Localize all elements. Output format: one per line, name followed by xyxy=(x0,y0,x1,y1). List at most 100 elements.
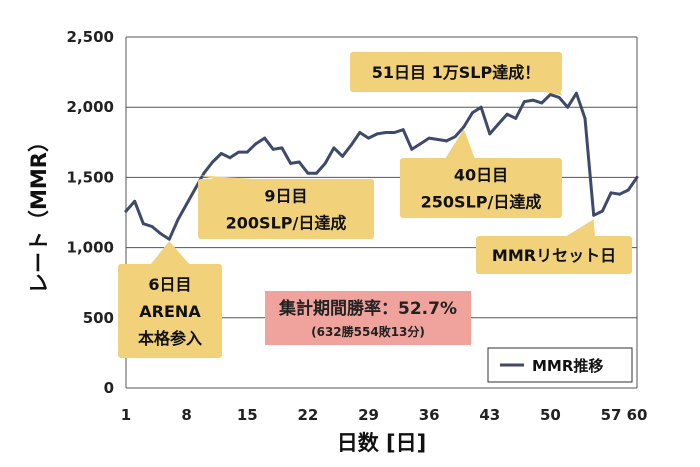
y-tick-label: 2,500 xyxy=(67,28,114,46)
callout-pointer xyxy=(540,91,563,96)
data-point xyxy=(280,146,284,150)
data-point xyxy=(245,150,249,154)
data-point xyxy=(514,117,518,120)
x-tick-label: 43 xyxy=(479,406,500,424)
data-point xyxy=(531,98,535,102)
data-point xyxy=(332,146,336,150)
data-point xyxy=(124,209,128,213)
data-point xyxy=(375,132,379,136)
y-tick-label: 2,000 xyxy=(67,98,114,116)
annotation-callouts: 6日目 ARENA 本格参入 9日目 200SLP/日達成 40日目 250SLP/日達成 5… xyxy=(118,52,632,358)
callout-text: MMRリセット日 xyxy=(492,246,616,265)
data-point xyxy=(254,142,258,146)
callout-text: 250SLP/日達成 xyxy=(421,193,542,212)
y-tick-label: 1,000 xyxy=(67,239,114,257)
callout: 40日目 250SLP/日達成 xyxy=(400,128,562,218)
callout-text: 200SLP/日達成 xyxy=(226,214,347,233)
data-point xyxy=(618,192,622,196)
data-point xyxy=(341,154,344,158)
data-point xyxy=(462,125,466,129)
data-point xyxy=(141,222,145,226)
series-line-mmr xyxy=(124,91,639,241)
data-point xyxy=(427,136,431,140)
callout-pointer xyxy=(150,241,190,265)
y-axis-ticks: 0 500 1,000 1,500 2,000 2,500 xyxy=(67,28,114,397)
x-tick-label: 57 xyxy=(601,406,622,424)
callout: 51日目 1万SLP達成！ xyxy=(350,52,563,96)
data-point xyxy=(176,218,180,221)
data-point xyxy=(219,152,223,155)
data-point xyxy=(349,143,353,147)
x-tick-label: 1 xyxy=(121,406,131,424)
data-point xyxy=(271,147,275,151)
win-rate-stats-box: 集計期間勝率：52.7% (632勝554敗13分) xyxy=(265,291,471,345)
data-point xyxy=(548,93,552,96)
data-point xyxy=(635,176,639,179)
data-point xyxy=(384,131,388,134)
data-point xyxy=(167,237,171,241)
x-tick-label: 8 xyxy=(181,406,191,424)
callout-text: 9日目 xyxy=(264,187,307,206)
data-point xyxy=(557,95,561,99)
legend-label-mmr: MMR推移 xyxy=(532,357,603,375)
legend: MMR推移 xyxy=(487,347,633,383)
stats-box-background xyxy=(265,291,471,345)
data-point xyxy=(626,188,630,192)
callout-box xyxy=(118,264,222,358)
data-point xyxy=(453,135,457,139)
stats-record: (632勝554敗13分) xyxy=(311,324,425,339)
callout: MMRリセット日 xyxy=(476,219,632,274)
data-point xyxy=(471,111,474,115)
data-point xyxy=(228,156,232,160)
data-point xyxy=(358,131,362,134)
x-tick-label: 60 xyxy=(627,406,648,424)
data-point xyxy=(367,136,370,140)
data-point xyxy=(609,191,613,195)
y-tick-label: 0 xyxy=(104,379,114,397)
x-axis-ticks: 1 8 15 22 29 36 43 50 57 60 xyxy=(121,406,648,424)
data-point xyxy=(289,161,292,165)
data-point xyxy=(202,171,206,175)
data-point xyxy=(497,122,500,126)
data-point xyxy=(410,147,414,151)
stats-win-rate: 集計期間勝率：52.7% xyxy=(278,298,457,319)
data-point xyxy=(193,187,197,191)
x-tick-label: 50 xyxy=(540,406,561,424)
callout-text: 51日目 1万SLP達成！ xyxy=(372,63,540,82)
x-axis-title: 日数 [日] xyxy=(337,431,427,455)
data-point xyxy=(263,136,266,140)
callout-pointer xyxy=(445,128,475,159)
data-point xyxy=(297,160,301,164)
data-point xyxy=(574,91,578,95)
data-point xyxy=(592,213,596,217)
callout-text: 本格参入 xyxy=(138,329,202,348)
x-tick-label: 29 xyxy=(358,406,379,424)
data-point xyxy=(445,139,448,143)
callout-text: 40日目 xyxy=(454,166,508,185)
data-point xyxy=(306,171,310,175)
data-point xyxy=(315,171,318,175)
callout-box xyxy=(400,158,562,218)
data-point xyxy=(540,101,544,105)
callout-box xyxy=(198,179,374,239)
data-point xyxy=(479,105,483,109)
callout: 9日目 200SLP/日達成 xyxy=(198,175,374,239)
data-point xyxy=(488,132,492,136)
x-tick-label: 22 xyxy=(297,406,318,424)
callout-box xyxy=(350,52,562,92)
y-tick-label: 1,500 xyxy=(67,168,114,186)
data-point xyxy=(323,161,327,165)
data-point xyxy=(185,202,189,206)
data-point xyxy=(583,117,587,120)
data-point xyxy=(211,160,215,164)
y-tick-label: 500 xyxy=(83,309,114,327)
callout-box xyxy=(476,236,632,274)
data-point xyxy=(419,142,422,146)
data-point xyxy=(436,138,440,141)
data-point xyxy=(159,232,163,235)
callout-text: ARENA xyxy=(139,302,201,321)
data-point xyxy=(393,131,396,134)
x-tick-label: 15 xyxy=(237,406,258,424)
data-point xyxy=(150,225,154,228)
